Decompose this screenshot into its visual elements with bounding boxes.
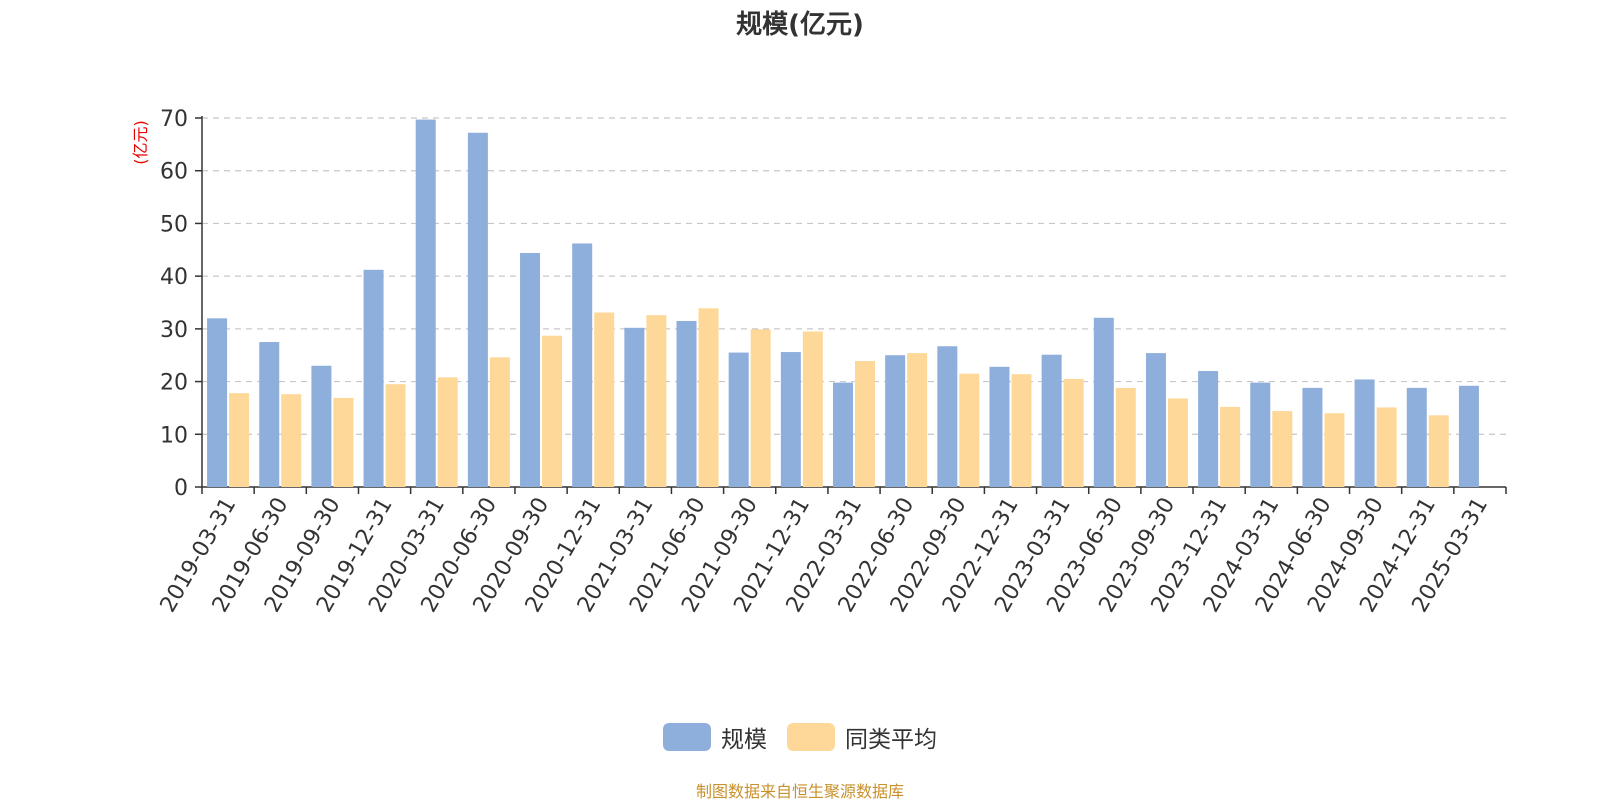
bar-size (1354, 379, 1375, 487)
bar-peer-average (1428, 415, 1449, 487)
bar-peer-average (542, 335, 563, 487)
bar-peer-average (907, 353, 928, 487)
bar-size (520, 252, 541, 487)
bar-size (780, 352, 801, 487)
chart-legend: 规模 同类平均 (0, 720, 1600, 754)
bar-size (676, 320, 697, 487)
bar-peer-average (1272, 411, 1293, 487)
y-axis-label: (亿元) (131, 120, 150, 165)
bar-size (1093, 317, 1114, 487)
bar-size (1145, 353, 1166, 487)
y-tick-label: 20 (160, 371, 188, 396)
bar-size (259, 342, 280, 487)
legend-label-size: 规模 (721, 727, 767, 753)
chart-title: 规模(亿元) (736, 10, 864, 40)
bar-size (363, 269, 384, 487)
bar-size (1041, 354, 1062, 487)
bar-peer-average (385, 384, 406, 487)
y-tick-label: 10 (160, 423, 188, 448)
bar-size (728, 352, 749, 487)
bar-peer-average (1115, 387, 1136, 487)
y-tick-label: 40 (160, 265, 188, 290)
bar-size (1250, 382, 1271, 487)
bar-size (937, 346, 958, 487)
bar-peer-average (802, 331, 823, 487)
bar-size (1458, 385, 1479, 487)
legend-swatch-size (663, 723, 711, 751)
bar-size (207, 318, 228, 487)
bar-peer-average (1167, 398, 1188, 487)
bar-peer-average (594, 312, 615, 487)
bar-peer-average (1376, 407, 1397, 487)
bar-peer-average (281, 394, 302, 487)
bar-size (311, 365, 332, 487)
bar-peer-average (489, 357, 510, 487)
bar-size (467, 132, 488, 487)
bar-size (833, 382, 853, 487)
bar-peer-average (750, 329, 771, 487)
legend-item-peer-average[interactable]: 同类平均 (787, 720, 937, 754)
bar-peer-average (959, 373, 980, 487)
bar-size (1406, 387, 1427, 487)
y-tick-label: 0 (174, 476, 188, 501)
bar-peer-average (1324, 413, 1345, 487)
legend-swatch-peer-average (787, 723, 835, 751)
bar-peer-average (1011, 374, 1032, 487)
y-tick-label: 50 (160, 212, 188, 237)
bar-peer-average (1220, 406, 1241, 487)
bar-peer-average (333, 397, 354, 487)
bar-size (1198, 371, 1219, 487)
legend-label-peer-average: 同类平均 (845, 727, 937, 753)
legend-item-size[interactable]: 规模 (663, 720, 767, 754)
bar-peer-average (437, 377, 458, 487)
source-footnote: 制图数据来自恒生聚源数据库 (695, 782, 904, 801)
bar-peer-average (855, 361, 875, 487)
y-tick-label: 30 (160, 318, 188, 343)
y-tick-label: 60 (160, 160, 188, 185)
y-tick-label: 70 (160, 107, 188, 132)
bar-peer-average (229, 393, 250, 487)
bar-size (572, 243, 593, 487)
bar-size (415, 119, 436, 488)
bar-peer-average (698, 308, 719, 487)
bar-size (1302, 387, 1323, 487)
bar-size (624, 327, 645, 487)
bar-peer-average (1063, 378, 1084, 487)
bar-size (989, 366, 1010, 487)
bar-size (885, 355, 906, 487)
bar-peer-average (646, 315, 667, 487)
